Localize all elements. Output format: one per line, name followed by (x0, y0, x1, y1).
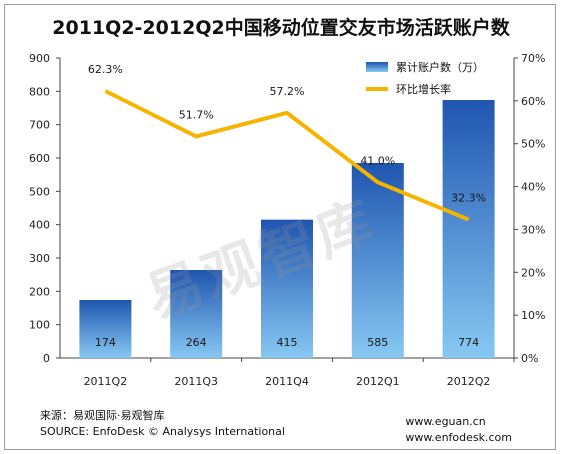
plot-area: 0 100 200 300 400 500 600 700 800 900 0% 10% 20% 30% 4… (29, 52, 545, 388)
x-tick-label: 2012Q1 (356, 375, 400, 388)
x-tick-label: 2011Q2 (84, 375, 128, 388)
source-block: 来源：易观国际·易观智库 SOURCE: EnfoDesk © Analysys… (40, 408, 285, 440)
url-enfodesk: www.enfodesk.com (405, 431, 512, 444)
y-right-tick-label: 10% (521, 309, 545, 322)
growth-rate-label: 62.3% (88, 63, 123, 76)
growth-rate-label: 41.0% (360, 154, 395, 167)
x-tick-label: 2012Q2 (447, 375, 491, 388)
bar (442, 100, 495, 358)
y-left-tick-label: 900 (29, 52, 50, 65)
y-right-tick-label: 60% (521, 95, 545, 108)
y-left-tick-label: 300 (29, 252, 50, 265)
bar-value-label: 174 (95, 336, 116, 349)
bar-value-label: 264 (186, 336, 207, 349)
y-left-tick-label: 600 (29, 152, 50, 165)
y-left-tick-label: 400 (29, 219, 50, 232)
bar (351, 163, 404, 358)
bar-value-label: 774 (458, 336, 479, 349)
url-block: www.eguan.cn www.enfodesk.com (405, 414, 512, 446)
legend-bar-swatch (366, 62, 388, 72)
bar-value-label: 415 (277, 336, 298, 349)
y-right-tick-label: 20% (521, 266, 545, 279)
growth-rate-label: 32.3% (451, 192, 486, 205)
bar (79, 300, 132, 358)
y-left-tick-label: 800 (29, 85, 50, 98)
url-eguan: www.eguan.cn (405, 415, 486, 428)
y-left-tick-label: 700 (29, 119, 50, 132)
growth-rate-line (104, 89, 470, 222)
bar-value-label: 585 (367, 336, 388, 349)
x-tick-label: 2011Q3 (174, 375, 218, 388)
growth-rate-label: 51.7% (179, 108, 214, 121)
source-en: SOURCE: EnfoDesk © Analysys Internationa… (40, 425, 285, 438)
y-right-tick-label: 40% (521, 181, 545, 194)
growth-rate-label: 57.2% (270, 85, 305, 98)
y-right-tick-label: 30% (521, 223, 545, 236)
x-tick-label: 2011Q4 (265, 375, 309, 388)
y-left-tick-label: 500 (29, 185, 50, 198)
legend-line-label: 环比增长率 (396, 82, 451, 96)
y-right-tick-label: 0% (521, 352, 538, 365)
y-right-tick-label: 50% (521, 138, 545, 151)
source-cn: 来源：易观国际·易观智库 (40, 409, 165, 422)
legend-bar-label: 累计账户数（万） (396, 60, 484, 74)
bar (261, 219, 313, 358)
y-left-tick-label: 200 (29, 285, 50, 298)
y-left-tick-label: 100 (29, 319, 50, 332)
chart-title: 2011Q2-2012Q2中国移动位置交友市场活跃账户数 (52, 16, 510, 39)
y-left-tick-label: 0 (43, 352, 50, 365)
bar (170, 270, 223, 358)
y-right-tick-label: 70% (521, 52, 545, 65)
